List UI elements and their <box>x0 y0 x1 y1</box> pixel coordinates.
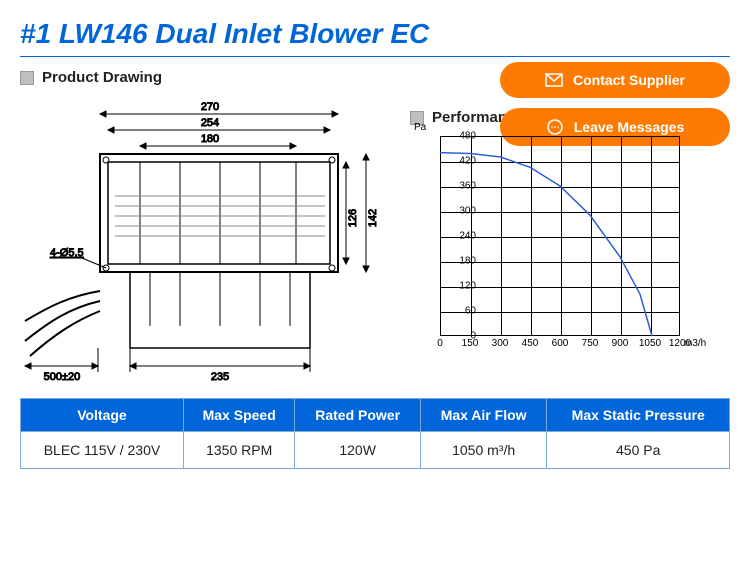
specs-table: VoltageMax SpeedRated PowerMax Air FlowM… <box>20 398 730 469</box>
product-drawing: 270 254 180 <box>20 96 380 386</box>
x-tick: 600 <box>552 338 569 349</box>
spec-header: Max Static Pressure <box>547 399 730 432</box>
page-title: #1 LW146 Dual Inlet Blower EC <box>20 10 730 57</box>
dim-top2: 254 <box>201 117 219 129</box>
x-tick: 1200 <box>669 338 691 349</box>
spec-header: Max Speed <box>183 399 295 432</box>
leave-label: Leave Messages <box>574 119 685 135</box>
contact-label: Contact Supplier <box>573 72 685 88</box>
dim-bottom-left: 500±20 <box>44 371 81 383</box>
spec-cell: 1050 m³/h <box>420 432 547 469</box>
performance-chart: Pa m3/h 06012018024030036042048001503004… <box>410 136 730 356</box>
spec-header: Max Air Flow <box>420 399 547 432</box>
x-tick: 450 <box>522 338 539 349</box>
y-tick: 60 <box>448 306 476 317</box>
left-column: Product Drawing 270 254 180 <box>20 69 390 386</box>
drawing-svg: 270 254 180 <box>20 96 380 386</box>
action-buttons: Contact Supplier Leave Messages <box>500 62 730 146</box>
dim-hole: 4-Ø5.5 <box>50 247 84 259</box>
contact-supplier-button[interactable]: Contact Supplier <box>500 62 730 98</box>
spec-cell: BLEC 115V / 230V <box>21 432 184 469</box>
x-tick: 1050 <box>639 338 661 349</box>
x-tick: 900 <box>612 338 629 349</box>
square-bullet-icon <box>20 71 34 85</box>
dim-right-outer: 142 <box>367 209 379 227</box>
dim-right-inner: 126 <box>347 209 359 227</box>
x-tick: 150 <box>462 338 479 349</box>
x-tick: 300 <box>492 338 509 349</box>
y-tick: 420 <box>448 156 476 167</box>
y-tick: 480 <box>448 131 476 142</box>
drawing-heading: Product Drawing <box>20 69 390 86</box>
dim-top1: 270 <box>201 101 219 113</box>
spec-header: Rated Power <box>295 399 420 432</box>
y-unit: Pa <box>414 122 426 133</box>
dim-top3: 180 <box>201 133 219 145</box>
drawing-title: Product Drawing <box>42 69 162 86</box>
y-tick: 180 <box>448 256 476 267</box>
y-tick: 300 <box>448 206 476 217</box>
y-tick: 360 <box>448 181 476 192</box>
x-tick: 0 <box>437 338 443 349</box>
spec-header: Voltage <box>21 399 184 432</box>
y-tick: 120 <box>448 281 476 292</box>
mail-icon <box>545 73 563 87</box>
x-tick: 750 <box>582 338 599 349</box>
y-tick: 240 <box>448 231 476 242</box>
chart-curve <box>440 136 680 336</box>
chat-icon <box>546 118 564 136</box>
spec-cell: 450 Pa <box>547 432 730 469</box>
spec-cell: 120W <box>295 432 420 469</box>
spec-cell: 1350 RPM <box>183 432 295 469</box>
dim-bottom-right: 235 <box>211 371 229 383</box>
